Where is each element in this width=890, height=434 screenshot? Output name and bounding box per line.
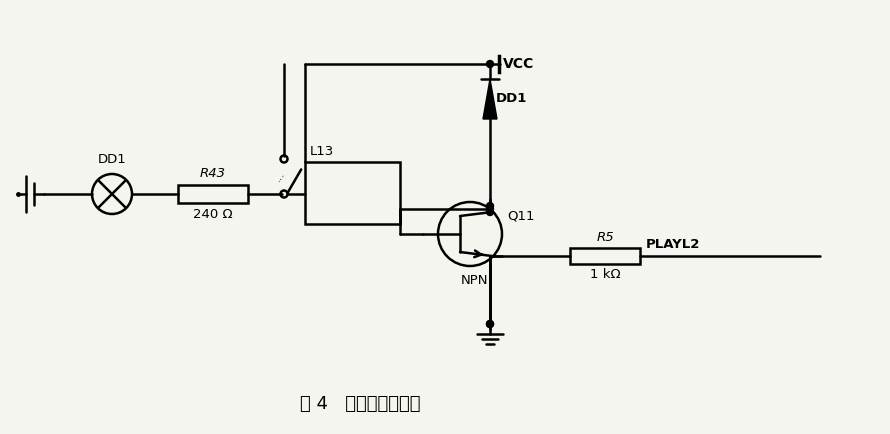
Text: PLAYL2: PLAYL2: [646, 238, 700, 251]
Circle shape: [487, 203, 493, 210]
Circle shape: [487, 206, 493, 213]
Circle shape: [487, 320, 493, 328]
Circle shape: [487, 320, 493, 328]
Text: 240 Ω: 240 Ω: [193, 208, 233, 221]
Circle shape: [487, 208, 493, 216]
Bar: [305, 162, 400, 224]
Text: NPN: NPN: [461, 274, 489, 287]
Bar: [178, 185, 248, 203]
Text: R43: R43: [200, 167, 226, 180]
Text: VCC: VCC: [503, 57, 534, 71]
Polygon shape: [483, 79, 497, 119]
Circle shape: [487, 60, 493, 68]
Text: DD1: DD1: [98, 153, 126, 166]
Text: Q11: Q11: [507, 210, 535, 223]
Bar: [570, 248, 640, 264]
Text: L13: L13: [310, 145, 335, 158]
Text: DD1: DD1: [496, 92, 528, 105]
Text: R5: R5: [596, 231, 614, 244]
Text: 1 kΩ: 1 kΩ: [590, 268, 620, 281]
Text: ···: ···: [275, 171, 289, 185]
Text: 图 4   继电器控制电路: 图 4 继电器控制电路: [300, 395, 420, 413]
